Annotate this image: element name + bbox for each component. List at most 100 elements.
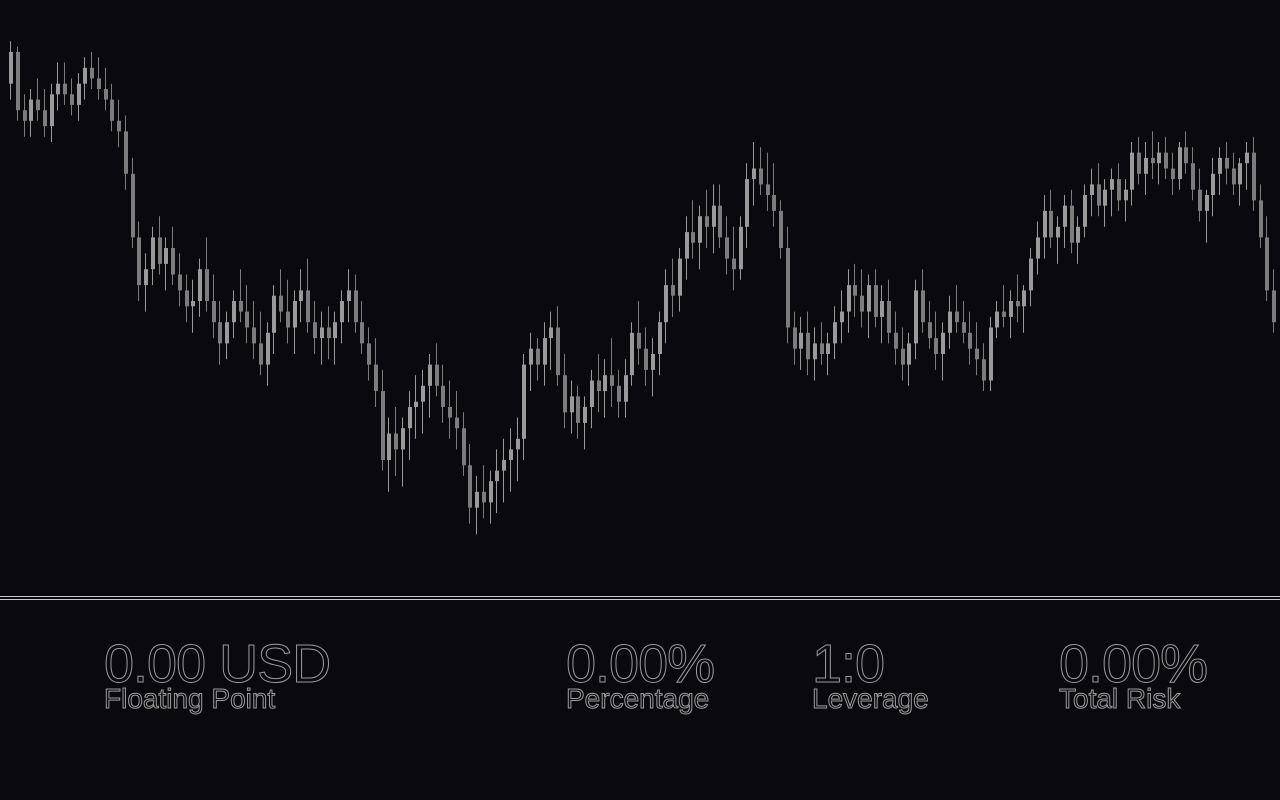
- candle-body: [664, 285, 668, 323]
- candle-body: [739, 226, 743, 270]
- candle: [1070, 189, 1074, 254]
- candle: [1110, 168, 1114, 217]
- candle: [158, 216, 162, 275]
- candle-body: [151, 237, 155, 270]
- candle: [1103, 179, 1107, 227]
- candle: [745, 163, 749, 248]
- candle-body: [597, 380, 601, 392]
- candle-body: [387, 433, 391, 460]
- candle: [962, 301, 966, 344]
- candle-body: [1063, 205, 1067, 227]
- candle-body: [43, 110, 47, 127]
- candle: [1022, 285, 1026, 333]
- candle-body: [475, 491, 479, 508]
- candle-body: [630, 332, 634, 376]
- candle-body: [171, 248, 175, 275]
- candle: [914, 279, 918, 360]
- candle-body: [1171, 168, 1175, 180]
- candle: [320, 311, 324, 365]
- candle-body: [299, 290, 303, 301]
- candle-body: [245, 311, 249, 328]
- candle-body: [124, 131, 128, 174]
- candle-body: [1097, 184, 1101, 206]
- candle-body: [1191, 163, 1195, 190]
- candle: [948, 295, 952, 349]
- candle-body: [840, 311, 844, 323]
- candle-body: [158, 237, 162, 264]
- candle-body: [1056, 226, 1060, 238]
- candle-body: [867, 285, 871, 312]
- candle-body: [1178, 147, 1182, 180]
- candle-body: [468, 465, 472, 508]
- candle: [205, 237, 209, 312]
- candle-body: [934, 338, 938, 354]
- candle-body: [1144, 157, 1148, 174]
- candle: [590, 369, 594, 429]
- candle-body: [583, 407, 587, 423]
- candle-body: [1218, 157, 1222, 174]
- candle: [1016, 274, 1020, 323]
- candle: [630, 322, 634, 386]
- candle-body: [989, 327, 993, 381]
- candle: [279, 269, 283, 323]
- candle: [239, 269, 243, 323]
- candle-body: [455, 417, 459, 429]
- candle-body: [1090, 184, 1094, 195]
- candle-body: [333, 322, 337, 339]
- candle-body: [1265, 237, 1269, 291]
- candle-body: [982, 359, 986, 381]
- candle-body: [543, 338, 547, 365]
- candle: [806, 311, 810, 376]
- candle: [56, 62, 60, 111]
- candle-body: [502, 460, 506, 471]
- candle: [1029, 248, 1033, 307]
- candle: [1171, 152, 1175, 195]
- candle-body: [50, 94, 54, 127]
- candle: [63, 62, 67, 105]
- candle: [826, 332, 830, 376]
- candle-body: [522, 364, 526, 439]
- percentage-label: Percentage: [565, 683, 710, 715]
- candle-body: [1272, 290, 1276, 323]
- candle-body: [164, 248, 168, 264]
- candle-body: [495, 470, 499, 482]
- candle-body: [435, 364, 439, 386]
- candle-body: [948, 311, 952, 333]
- candle: [536, 338, 540, 381]
- candle: [1245, 142, 1249, 190]
- candle-body: [286, 311, 290, 328]
- candle: [245, 285, 249, 344]
- candle-body: [401, 428, 405, 450]
- candle-body: [306, 290, 310, 323]
- candle: [137, 221, 141, 301]
- candle-body: [117, 120, 121, 132]
- candle: [360, 301, 364, 354]
- candle-body: [826, 343, 830, 354]
- candle: [394, 407, 398, 476]
- candle: [867, 274, 871, 339]
- candle: [732, 226, 736, 291]
- candle: [658, 311, 662, 376]
- candle-body: [428, 364, 432, 386]
- candle: [90, 51, 94, 89]
- candle-body: [1232, 168, 1236, 185]
- candle: [1265, 216, 1269, 301]
- candle: [1097, 163, 1101, 217]
- candle-body: [1205, 195, 1209, 211]
- candle-body: [806, 332, 810, 360]
- candle-body: [29, 99, 33, 121]
- candle: [428, 354, 432, 418]
- candle-body: [813, 343, 817, 360]
- candle: [644, 327, 648, 386]
- candle-body: [327, 327, 331, 339]
- candle-body: [266, 332, 270, 365]
- candle: [691, 200, 695, 259]
- candle: [678, 248, 682, 312]
- candle-body: [556, 327, 560, 376]
- candle-body: [752, 168, 756, 180]
- candle-body: [1124, 189, 1128, 201]
- candle: [1272, 269, 1276, 333]
- candle: [448, 380, 452, 439]
- total-risk-value: 0.00%: [1058, 634, 1208, 694]
- candle: [110, 83, 114, 132]
